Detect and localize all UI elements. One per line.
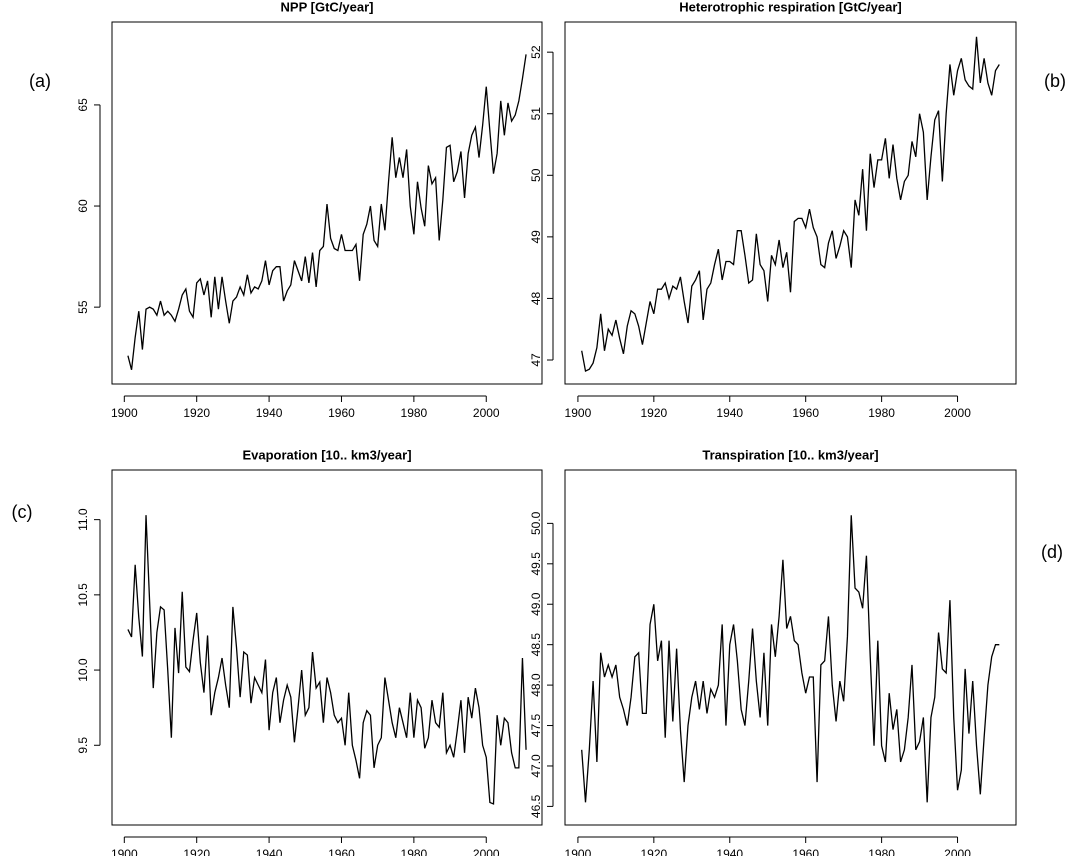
x-tick-label: 1900 [111,406,138,420]
panel-label: (a) [29,71,51,91]
x-tick-label: 1940 [716,406,743,420]
data-line [581,36,1000,373]
data-line [581,515,1000,803]
x-tick-label: 1920 [640,406,667,420]
x-tick-label: 1980 [868,847,895,856]
x-tick-label: 2000 [944,847,971,856]
y-tick-label: 11.0 [76,508,90,531]
x-tick-label: 1960 [328,406,355,420]
panel-title: Evaporation [10.. km3/year] [242,447,411,462]
y-tick-label: 55 [76,300,90,314]
y-tick-label: 49.0 [529,592,543,616]
y-tick-label: 47.0 [529,754,543,778]
y-tick-label: 48.5 [529,633,543,657]
plot-frame [111,469,543,826]
x-tick-label: 2000 [473,847,500,856]
panel-title: Heterotrophic respiration [GtC/year] [679,0,902,14]
y-tick-label: 10.0 [76,658,90,682]
panel-label: (b) [1044,71,1066,91]
y-tick-label: 60 [76,199,90,213]
data-line [127,515,527,805]
x-tick-label: 2000 [473,406,500,420]
x-tick-label: 1920 [640,847,667,856]
x-tick-label: 1940 [716,847,743,856]
y-tick-label: 47.5 [529,714,543,738]
x-tick-label: 1940 [256,406,283,420]
y-tick-label: 48.0 [529,673,543,697]
x-tick-label: 2000 [944,406,971,420]
y-tick-label: 65 [76,98,90,112]
plot-frame [564,469,1017,826]
plot-frame [111,21,543,385]
panel-title: Transpiration [10.. km3/year] [702,447,878,462]
x-tick-label: 1980 [868,406,895,420]
y-tick-label: 9.5 [76,737,90,754]
x-tick-label: 1900 [565,847,592,856]
panel-label: (d) [1041,542,1063,562]
x-tick-label: 1940 [256,847,283,856]
panel-label: (c) [12,502,33,522]
y-tick-label: 50.0 [529,511,543,535]
y-tick-label: 50 [529,168,543,182]
x-tick-label: 1960 [328,847,355,856]
x-tick-label: 1920 [183,406,210,420]
data-line [127,54,527,371]
y-tick-label: 49.5 [529,552,543,576]
x-tick-label: 1960 [792,406,819,420]
y-tick-label: 51 [529,107,543,121]
y-tick-label: 46.5 [529,794,543,818]
plot-frame [564,21,1017,385]
y-tick-label: 49 [529,230,543,244]
panel-title: NPP [GtC/year] [281,0,374,14]
x-tick-label: 1920 [183,847,210,856]
x-tick-label: 1980 [401,406,428,420]
y-tick-label: 52 [529,45,543,59]
x-tick-label: 1900 [565,406,592,420]
y-tick-label: 10.5 [76,583,90,607]
x-tick-label: 1900 [111,847,138,856]
x-tick-label: 1960 [792,847,819,856]
y-tick-label: 47 [529,353,543,367]
x-tick-label: 1980 [401,847,428,856]
y-tick-label: 48 [529,291,543,305]
